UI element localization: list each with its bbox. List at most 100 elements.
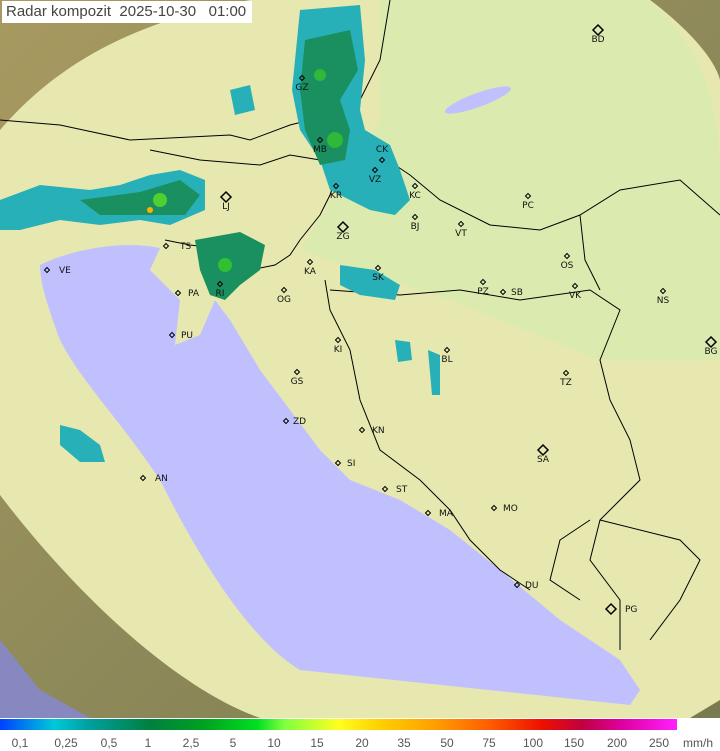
legend-labels: 0,1 0,25 0,5 1 2,5 5 10 15 20 35 50 75 1… — [0, 736, 720, 751]
city-label: BJ — [411, 222, 420, 232]
city-label: CK — [376, 145, 389, 155]
city-label: OG — [277, 295, 291, 305]
city-label: PZ — [477, 287, 489, 297]
city-vt: VT — [455, 220, 467, 239]
legend-label: 15 — [310, 736, 324, 750]
city-label: DU — [525, 581, 539, 591]
city-marker-icon — [443, 346, 451, 354]
city-du: DU — [513, 581, 539, 591]
city-bg: BG — [705, 335, 718, 357]
city-marker-icon — [282, 417, 290, 425]
city-markers: BD GZ MB CK VZ KR KC BJ ZG LJ TS RI PA OG KA SK PC VT OS VK… — [43, 23, 718, 616]
city-marker-icon — [562, 369, 570, 377]
city-label: ZD — [293, 417, 306, 427]
city-label: VZ — [369, 175, 381, 185]
city-ma: MA — [424, 509, 454, 519]
city-bd: BD — [591, 23, 605, 45]
city-vk: VK — [569, 282, 582, 301]
city-sa: SA — [536, 443, 550, 465]
city-label: NS — [657, 296, 670, 306]
city-marker-icon — [490, 504, 498, 512]
city-kr: KR — [330, 182, 342, 201]
city-kn: KN — [358, 426, 385, 436]
city-pu: PU — [168, 331, 193, 341]
city-marker-icon — [174, 289, 182, 297]
city-mo: MO — [490, 504, 518, 514]
city-lj: LJ — [219, 190, 233, 212]
city-pg: PG — [604, 602, 637, 616]
city-ki: KI — [334, 336, 343, 355]
radar-echoes — [0, 5, 440, 462]
city-marker-icon — [280, 286, 288, 294]
city-pc: PC — [522, 192, 534, 211]
city-label: MO — [503, 504, 518, 514]
city-sk: SK — [372, 264, 385, 283]
city-label: TZ — [559, 378, 572, 388]
city-label: PA — [188, 289, 200, 299]
city-marker-icon — [216, 280, 224, 288]
city-si: SI — [334, 459, 355, 469]
outside-sea — [0, 640, 90, 718]
city-marker-icon — [219, 190, 233, 204]
city-pa: PA — [174, 289, 200, 299]
city-ve: VE — [43, 266, 71, 276]
city-marker-icon — [374, 264, 382, 272]
city-ns: NS — [657, 287, 670, 306]
city-label: SK — [372, 273, 385, 283]
city-marker-icon — [162, 242, 170, 250]
city-marker-icon — [457, 220, 465, 228]
legend-label: 0,25 — [54, 736, 78, 750]
city-marker-icon — [424, 509, 432, 517]
city-ri: RI — [216, 280, 225, 299]
city-marker-icon — [298, 74, 306, 82]
city-gz: GZ — [295, 74, 309, 93]
legend-label: 100 — [522, 736, 544, 750]
city-og: OG — [277, 286, 291, 305]
city-marker-icon — [604, 602, 618, 616]
legend-label: 250 — [648, 736, 670, 750]
city-zd: ZD — [282, 417, 306, 427]
city-marker-icon — [499, 288, 507, 296]
city-label: VE — [59, 266, 71, 276]
city-label: KN — [372, 426, 385, 436]
legend-label: 10 — [267, 736, 281, 750]
legend-label: 200 — [606, 736, 628, 750]
legend-label: 75 — [482, 736, 496, 750]
city-marker-icon — [334, 459, 342, 467]
city-label: PU — [181, 331, 193, 341]
city-an: AN — [139, 474, 168, 484]
city-marker-icon — [371, 166, 379, 174]
pannonian-plain — [300, 0, 720, 360]
city-label: BL — [441, 355, 452, 365]
city-marker-icon — [306, 258, 314, 266]
city-sb: SB — [499, 288, 523, 298]
city-zg: ZG — [336, 220, 350, 242]
city-marker-icon — [479, 278, 487, 286]
legend-label: 0,5 — [100, 736, 118, 750]
city-label: ST — [396, 485, 408, 495]
city-marker-icon — [316, 136, 324, 144]
city-marker-icon — [513, 581, 521, 589]
city-marker-icon — [411, 182, 419, 190]
city-ts: TS — [162, 242, 191, 252]
city-label: AN — [155, 474, 168, 484]
precipitation-color-scale — [0, 719, 677, 730]
city-marker-icon — [139, 474, 147, 482]
legend-label: 20 — [355, 736, 369, 750]
city-os: OS — [561, 252, 574, 271]
city-label: KI — [334, 345, 343, 355]
city-label: PC — [522, 201, 534, 211]
legend-label: 0,1 — [11, 736, 29, 750]
city-label: MB — [313, 145, 327, 155]
legend-label: 150 — [563, 736, 585, 750]
city-marker-icon — [332, 182, 340, 190]
city-marker-icon — [381, 485, 389, 493]
city-label: KR — [330, 191, 342, 201]
city-marker-icon — [591, 23, 605, 37]
city-marker-icon — [524, 192, 532, 200]
city-marker-icon — [536, 443, 550, 457]
legend-unit: mm/h — [683, 736, 713, 750]
city-bl: BL — [441, 346, 453, 365]
city-label: RI — [216, 289, 225, 299]
